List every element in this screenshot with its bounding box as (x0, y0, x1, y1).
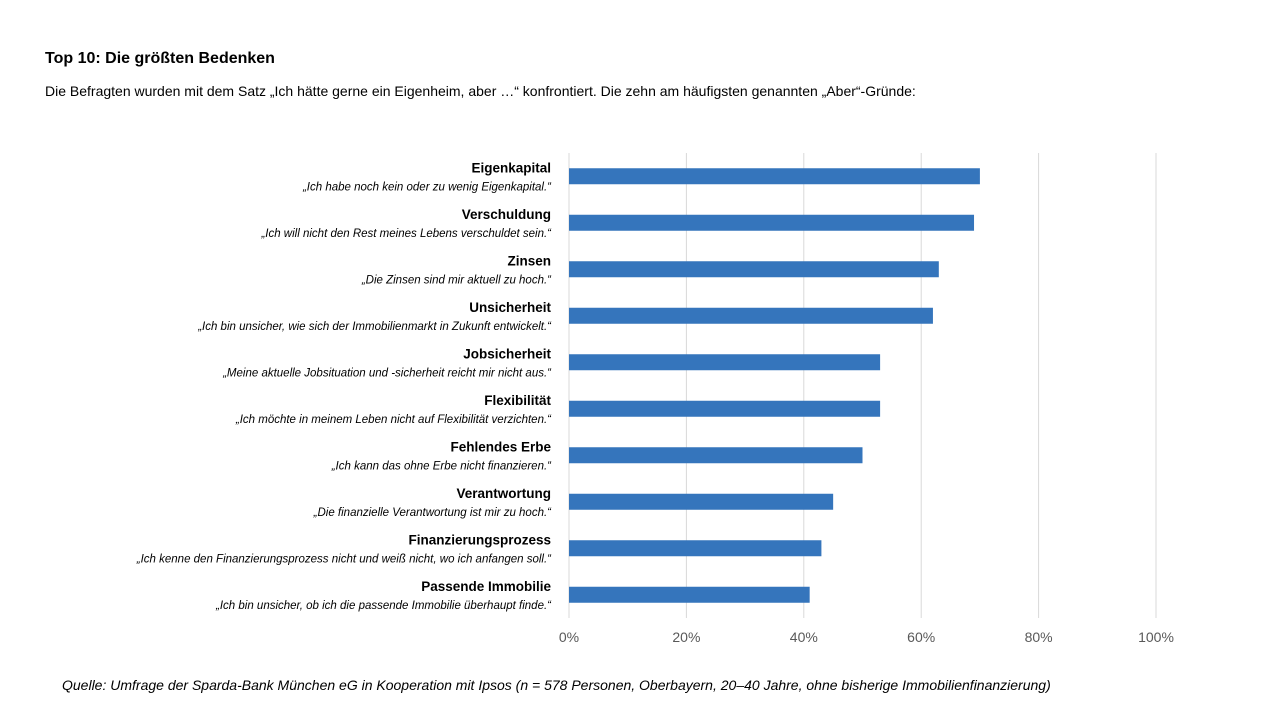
category-quote: „Ich will nicht den Rest meines Lebens v… (260, 228, 552, 240)
bar-finanzierungsprozess (569, 540, 822, 557)
x-tick-label: 100% (1138, 629, 1174, 645)
category-quote: „Meine aktuelle Jobsituation und -sicher… (222, 367, 552, 379)
bar-jobsicherheit (569, 354, 881, 371)
bar-eigenkapital (569, 168, 980, 185)
bar-zinsen (569, 261, 939, 278)
category-label: Fehlendes Erbe (450, 439, 551, 454)
category-label: Verantwortung (456, 486, 551, 501)
category-label: Zinsen (507, 253, 551, 268)
category-label: Jobsicherheit (463, 346, 551, 361)
chart-title: Top 10: Die größten Bedenken (45, 50, 275, 67)
category-label: Unsicherheit (469, 300, 551, 315)
category-quote: „Ich kann das ohne Erbe nicht finanziere… (331, 460, 552, 472)
category-quote: „Ich möchte in meinem Leben nicht auf Fl… (235, 414, 552, 426)
x-tick-label: 60% (907, 629, 935, 645)
bar-passende-immobilie (569, 586, 810, 603)
chart-subtitle: Die Befragten wurden mit dem Satz „Ich h… (45, 83, 916, 99)
x-tick-label: 80% (1025, 629, 1053, 645)
x-tick-label: 40% (790, 629, 818, 645)
category-quote: „Ich kenne den Finanzierungsprozess nich… (136, 553, 552, 565)
x-tick-label: 0% (559, 629, 579, 645)
category-label: Finanzierungsprozess (408, 532, 551, 547)
bar-flexibilität (569, 400, 881, 417)
category-quote: „Die finanzielle Verantwortung ist mir z… (313, 507, 553, 519)
category-label: Flexibilität (484, 393, 551, 408)
x-tick-label: 20% (672, 629, 700, 645)
category-quote: „Die Zinsen sind mir aktuell zu hoch.“ (361, 274, 552, 286)
bar-verschuldung (569, 214, 975, 231)
category-label: Passende Immobilie (421, 579, 551, 594)
bar-unsicherheit (569, 307, 933, 324)
bar-verantwortung (569, 493, 834, 510)
bar-fehlendes-erbe (569, 447, 863, 464)
category-label: Verschuldung (462, 207, 551, 222)
source-note: Quelle: Umfrage der Sparda-Bank München … (62, 677, 1051, 693)
category-quote: „Ich habe noch kein oder zu wenig Eigenk… (302, 181, 552, 193)
category-label: Eigenkapital (471, 160, 551, 175)
category-quote: „Ich bin unsicher, wie sich der Immobili… (197, 321, 552, 333)
category-quote: „Ich bin unsicher, ob ich die passende I… (215, 600, 552, 612)
